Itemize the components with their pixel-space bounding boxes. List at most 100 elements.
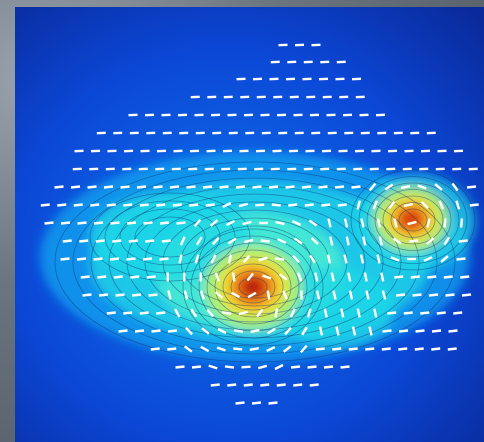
polarization-vector	[97, 275, 107, 279]
secondary-peak	[399, 208, 423, 230]
polarization-vector	[414, 347, 424, 351]
polarization-vector	[258, 256, 268, 262]
polarization-vector	[190, 308, 198, 318]
polarization-vector	[308, 219, 318, 227]
polarization-vector	[431, 347, 441, 351]
polarization-vector	[216, 346, 226, 352]
contour-line	[398, 208, 428, 232]
polarization-vector	[427, 275, 437, 279]
polarization-vector	[93, 221, 104, 225]
polarization-vector	[301, 326, 308, 336]
polarization-vector	[246, 272, 255, 282]
polarization-vector	[455, 200, 461, 210]
polarization-vector	[242, 220, 252, 226]
polarization-vector	[334, 185, 345, 189]
polarization-vector	[98, 293, 109, 297]
polarization-vector	[222, 201, 232, 209]
polarization-vector	[323, 308, 328, 318]
polarization-vector	[469, 203, 479, 207]
polarization-vector	[315, 347, 325, 351]
polarization-vector	[431, 329, 442, 333]
contour-line	[89, 192, 251, 282]
polarization-vector	[120, 185, 130, 189]
polarization-vector	[392, 237, 402, 245]
polarization-vector	[201, 327, 210, 335]
polarization-vector	[238, 310, 248, 316]
polarization-vector	[118, 329, 128, 333]
polarization-vector	[179, 236, 186, 246]
polarization-vector	[44, 221, 54, 225]
polarization-vector	[159, 221, 170, 225]
polarization-vector	[267, 327, 276, 335]
polarization-vector	[376, 218, 382, 228]
polarization-vector	[340, 308, 345, 318]
polarization-vector	[167, 290, 172, 300]
polarization-vector	[159, 257, 169, 261]
polarization-vector	[214, 291, 224, 299]
polarization-vector	[314, 272, 319, 282]
polarization-vector	[183, 290, 189, 300]
polarization-vector	[309, 383, 319, 387]
polarization-vector	[403, 311, 413, 315]
polarization-vector	[340, 365, 350, 369]
polarization-vector	[362, 236, 367, 246]
polarization-vector	[151, 329, 161, 333]
polarization-vector	[381, 290, 387, 300]
polarization-vector	[191, 365, 202, 369]
polarization-vector	[381, 347, 391, 351]
polarization-vector	[460, 275, 470, 279]
polarization-vector	[289, 308, 296, 318]
polarization-vector	[156, 203, 166, 207]
contour-line	[119, 208, 221, 266]
polarization-vector	[301, 185, 312, 189]
polarization-vector	[227, 237, 237, 245]
polarization-vector	[205, 203, 215, 207]
polarization-vector	[103, 185, 114, 189]
polarization-vector	[222, 311, 232, 315]
polarization-vector	[378, 236, 383, 246]
polarization-vector	[459, 218, 464, 228]
polarization-vector	[235, 401, 245, 405]
polarization-vector	[238, 202, 248, 208]
contour-line	[206, 249, 300, 325]
contour-line	[90, 177, 420, 347]
polarization-vector	[128, 239, 138, 243]
polarization-vector	[109, 257, 120, 261]
polarization-vector	[330, 272, 335, 282]
polarization-vector	[356, 308, 361, 318]
polarization-vector	[400, 185, 411, 189]
polarization-vector	[167, 347, 177, 351]
polarization-vector	[233, 347, 243, 351]
polarization-vector	[380, 272, 385, 282]
polarization-vector	[299, 344, 308, 354]
polarization-vector	[403, 202, 413, 208]
polarization-vector	[244, 238, 254, 244]
polarization-vector	[87, 185, 97, 189]
polarization-vector	[130, 275, 140, 279]
polarization-vector	[255, 308, 264, 318]
polarization-vector	[95, 239, 105, 243]
polarization-vector	[436, 311, 446, 315]
polarization-vector	[409, 239, 419, 243]
polarization-vector	[277, 238, 287, 244]
polarization-vector	[227, 383, 237, 387]
polarization-vector	[57, 203, 67, 207]
polarization-vector	[156, 311, 166, 315]
polarization-vector	[225, 219, 236, 227]
polarization-vector	[268, 401, 278, 405]
polarization-vector	[382, 329, 392, 333]
polarization-vector	[241, 365, 251, 369]
polarization-vector	[126, 221, 137, 225]
contour-line	[390, 202, 436, 238]
polarization-vector	[348, 347, 358, 351]
contour-line	[214, 256, 292, 318]
polarization-vector	[290, 365, 301, 369]
polarization-vector	[426, 237, 435, 245]
polarization-vector	[214, 272, 220, 282]
polarization-vector	[412, 293, 422, 297]
polarization-vector	[372, 200, 379, 210]
polarization-vector	[384, 183, 394, 191]
polarization-vector	[332, 347, 342, 351]
polarization-vector	[365, 290, 370, 300]
polarization-vector	[309, 254, 316, 264]
